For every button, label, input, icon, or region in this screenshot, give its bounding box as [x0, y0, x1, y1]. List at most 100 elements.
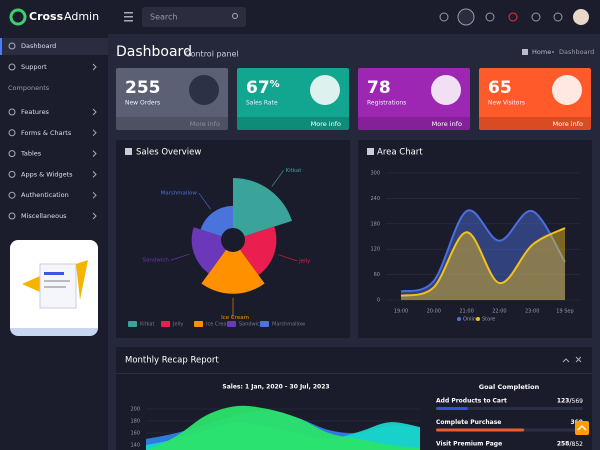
breadcrumb[interactable]: Home — [532, 48, 551, 56]
goal-label: Add Products to Cart — [436, 398, 507, 405]
toolbar-icon[interactable] — [457, 8, 475, 26]
stat-icon — [552, 75, 582, 105]
toolbar-icon[interactable] — [531, 12, 541, 22]
toolbar-icon[interactable] — [439, 12, 449, 22]
stat-unit: % — [270, 79, 280, 90]
chevron — [92, 212, 97, 220]
panel-header-line — [116, 373, 592, 374]
x-tick-label: 23:00 — [525, 309, 539, 315]
scroll-top[interactable] — [575, 421, 589, 435]
nav-icon — [8, 42, 16, 50]
x-tick-label: 19 Sep — [556, 309, 573, 315]
stat-footer — [358, 117, 470, 130]
nav-item[interactable]: Tables — [20, 150, 42, 158]
illustration — [22, 260, 88, 309]
x-tick-label: 19:00 — [394, 309, 408, 315]
stat-footer — [479, 117, 591, 130]
chevron — [92, 150, 97, 157]
nav-item[interactable]: Features — [21, 108, 50, 116]
x-tick-label: 22:00 — [492, 309, 506, 315]
legend-label: Kitkat — [140, 322, 155, 328]
chevron — [92, 191, 97, 199]
legend-label: Jelly — [172, 322, 183, 328]
panel-title: Monthly Recap Report — [125, 356, 219, 366]
leader-line — [277, 254, 298, 262]
area — [148, 405, 420, 450]
menu-icon[interactable] — [124, 12, 133, 14]
search-placeholder: Search — [150, 13, 177, 22]
panel-title: Area Chart — [377, 148, 423, 158]
nav-item[interactable]: Dashboard — [21, 42, 56, 50]
search-box[interactable] — [142, 7, 246, 27]
nav-item[interactable]: Forms & Charts — [21, 129, 72, 137]
goal-value: 123/569 — [557, 398, 583, 405]
slice-label: Marshmallow — [160, 190, 197, 196]
stat-icon — [189, 75, 219, 105]
y-tick-label: 140 — [130, 443, 140, 449]
search-icon — [232, 13, 238, 19]
polar-sector — [201, 240, 265, 294]
stat-footer — [116, 117, 228, 130]
nav-icon — [8, 170, 16, 178]
y-tick-label: 240 — [370, 196, 380, 202]
y-tick-label: 120 — [370, 247, 380, 253]
chart-icon — [367, 148, 374, 155]
goal-total: 852 — [572, 441, 584, 448]
polar-hole — [221, 228, 245, 252]
chevron — [92, 63, 97, 71]
chevron — [92, 171, 97, 178]
x-tick-label: 21:00 — [459, 309, 473, 315]
stat-label: Sales Rate — [246, 100, 278, 107]
close-icon[interactable] — [575, 356, 582, 363]
more-info[interactable]: More info — [553, 120, 583, 128]
goal-label: Complete Purchase — [436, 419, 501, 426]
nav-item[interactable]: Support — [21, 63, 47, 71]
stat-icon — [310, 75, 340, 105]
line — [400, 227, 566, 297]
slice-label: Ice Cream — [221, 315, 249, 321]
stat-label: New Visitors — [488, 100, 525, 107]
legend-label: Marshmallow — [272, 322, 305, 328]
goal-label: Visit Premium Page — [436, 441, 502, 448]
toolbar-icon[interactable] — [485, 12, 495, 22]
legend-label: Store — [482, 317, 495, 323]
brand: Cross — [29, 10, 64, 23]
more-info[interactable]: More info — [432, 120, 462, 128]
toolbar-icon[interactable] — [508, 12, 518, 22]
toolbar-icon[interactable] — [553, 12, 563, 22]
more-info[interactable]: More info — [311, 120, 341, 128]
more-info[interactable]: More info — [190, 120, 220, 128]
y-tick-label: 160 — [130, 431, 140, 437]
goal-value: 258/852 — [557, 441, 583, 448]
stat-number: 78 — [367, 78, 391, 98]
breadcrumb: Dashboard — [559, 48, 594, 56]
legend-label: Online — [463, 317, 479, 323]
legend-swatch — [161, 321, 170, 327]
menu-icon[interactable] — [124, 20, 133, 22]
nav-icon — [8, 129, 16, 137]
brand: Admin — [64, 10, 99, 23]
nav-icon — [8, 63, 16, 71]
menu-icon[interactable] — [124, 16, 133, 18]
nav-icon — [8, 108, 16, 116]
collapse-icon[interactable] — [562, 358, 570, 363]
chart-icon — [125, 148, 132, 155]
illustration-card — [10, 240, 98, 336]
nav-item[interactable]: Miscellaneous — [21, 212, 67, 220]
nav-section: Components — [8, 84, 50, 92]
nav-item[interactable]: Authentication — [21, 191, 69, 199]
leader-line — [271, 170, 284, 187]
nav-icon — [8, 150, 16, 158]
legend-swatch — [227, 321, 236, 327]
section-title: Goal Completion — [479, 383, 540, 391]
polar-sector — [233, 178, 292, 240]
goal-bar — [436, 407, 468, 410]
nav-item[interactable]: Apps & Widgets — [21, 170, 73, 178]
slice-label: Jelly — [298, 258, 311, 264]
page-title: Dashboard — [116, 44, 192, 60]
avatar[interactable] — [573, 9, 589, 25]
nav-icon — [8, 191, 16, 199]
stat-footer — [237, 117, 349, 130]
y-tick-label: 200 — [130, 407, 140, 413]
leader-line — [170, 253, 190, 261]
